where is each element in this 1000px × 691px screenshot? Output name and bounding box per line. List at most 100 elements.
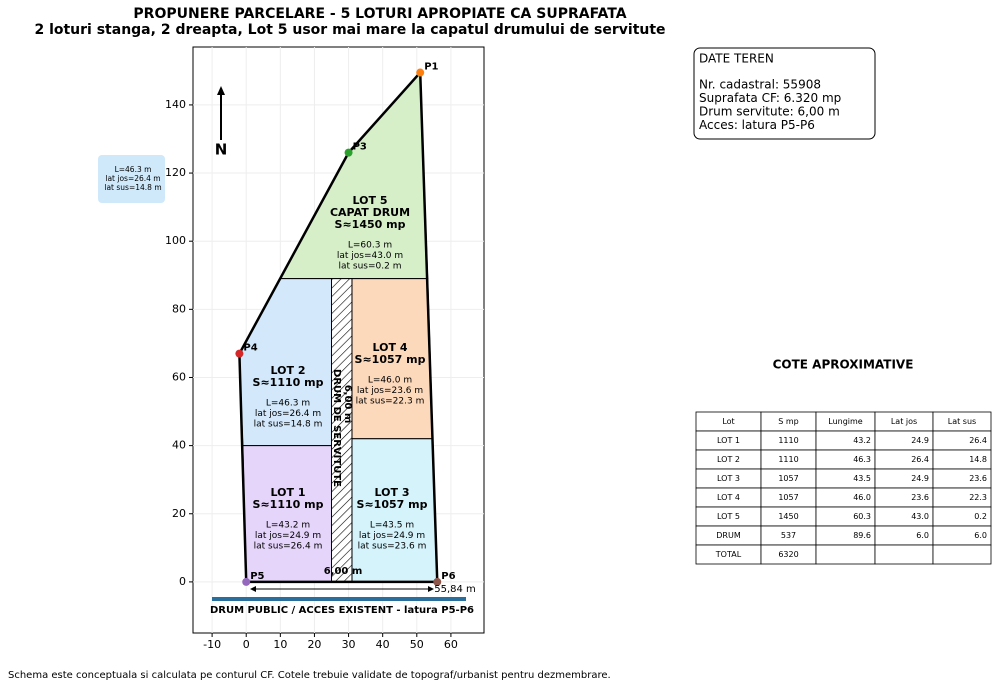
table-text: 26.4 (911, 455, 929, 464)
table-text: 1110 (778, 436, 798, 445)
floating-text: lat jos=26.4 m (105, 174, 160, 183)
road-width-bottom: 6,00 m (324, 566, 363, 577)
table-text: Lat sus (948, 417, 976, 426)
road-width: 6,00 m (342, 385, 353, 424)
lot-detail: lat sus=0.2 m (339, 262, 402, 272)
lot-label: CAPAT DRUM (330, 206, 410, 219)
table-text: LOT 4 (717, 493, 740, 502)
table-text: LOT 5 (717, 512, 740, 521)
table-text: Lat jos (891, 417, 917, 426)
table-text: 1450 (778, 512, 798, 521)
point (235, 349, 244, 358)
lot-label: LOT 5 (353, 194, 388, 207)
point (344, 148, 353, 157)
lot-detail: L=60.3 m (348, 241, 392, 251)
point-label: P3 (353, 142, 367, 153)
table-text: 60.3 (853, 512, 871, 521)
table-text: DRUM (716, 531, 741, 540)
y-tick-label: 120 (165, 166, 186, 179)
table-text: 89.6 (853, 531, 871, 540)
x-tick-label: 10 (273, 638, 287, 651)
table-title: COTE APROXIMATIVE (773, 358, 914, 372)
info-line: Acces: latura P5-P6 (699, 118, 815, 132)
table-cell (815, 544, 876, 565)
point (416, 68, 425, 77)
lot-label: LOT 4 (373, 341, 408, 354)
table-text: 43.0 (911, 512, 929, 521)
x-tick-label: 30 (342, 638, 356, 651)
info-line: Suprafata CF: 6.320 mp (699, 91, 841, 105)
lot-label: LOT 3 (375, 486, 410, 499)
lot-detail: L=46.0 m (368, 376, 412, 386)
lot-detail: lat sus=26.4 m (254, 542, 323, 552)
table-cell (874, 544, 934, 565)
x-tick-label: -10 (203, 638, 221, 651)
road-label: DRUM DE SERVITUTE (331, 369, 342, 487)
table-text: LOT 3 (717, 474, 740, 483)
public-road-label: DRUM PUBLIC / ACCES EXISTENT - latura P5… (210, 605, 474, 616)
lot-detail: L=43.2 m (266, 521, 310, 531)
table-text: Lot (722, 417, 734, 426)
floating-text: L=46.3 m (115, 165, 152, 174)
lot-detail: L=43.5 m (370, 521, 414, 531)
table-text: 1057 (778, 493, 798, 502)
table: Lot S mp Lungime Lat jos Lat sus LOT 1 1110 43.… (695, 411, 992, 565)
table-text: 1057 (778, 474, 798, 483)
lot-detail: lat sus=14.8 m (254, 420, 323, 430)
lot-detail: lat jos=24.9 m (255, 531, 321, 541)
table-text: 24.9 (911, 436, 929, 445)
info-title: DATE TEREN (699, 52, 774, 66)
table-text: 24.9 (911, 474, 929, 483)
table-text: 23.6 (969, 474, 987, 483)
table-text: 14.8 (969, 455, 987, 464)
table-cell (932, 544, 992, 565)
y-tick-label: 20 (172, 507, 186, 520)
x-tick-label: 0 (243, 638, 250, 651)
table-text: 43.2 (853, 436, 871, 445)
lot-label: LOT 1 (271, 486, 306, 499)
table-text: 46.3 (853, 455, 871, 464)
lot-label: S≈1057 mp (355, 353, 426, 366)
y-tick-label: 140 (165, 98, 186, 111)
lot-label: S≈1450 mp (335, 218, 406, 231)
frontage-label: 55,84 m (434, 584, 476, 595)
north-head (217, 86, 225, 95)
point (242, 577, 251, 586)
lot-detail: lat jos=26.4 m (255, 409, 321, 419)
lot-label: S≈1110 mp (253, 498, 324, 511)
x-tick-label: 40 (376, 638, 390, 651)
y-tick-label: 60 (172, 370, 186, 383)
table-text: 43.5 (853, 474, 871, 483)
info-line: Nr. cadastral: 55908 (699, 78, 821, 92)
table-text: 26.4 (969, 436, 987, 445)
north-label: N (215, 141, 228, 159)
point-label: P5 (250, 571, 264, 582)
table-text: 6.0 (916, 531, 929, 540)
point (433, 577, 442, 586)
floating-box (98, 155, 165, 203)
y-tick-label: 80 (172, 302, 186, 315)
lot-area (242, 445, 333, 583)
floating-text: lat sus=14.8 m (104, 183, 161, 192)
table-text: Lungime (828, 417, 863, 426)
point-label: P4 (243, 343, 257, 354)
table-text: TOTAL (715, 550, 742, 559)
table-text: LOT 2 (717, 455, 740, 464)
lot-detail: lat sus=23.6 m (358, 542, 427, 552)
x-tick-label: 60 (444, 638, 458, 651)
info-box (693, 47, 876, 140)
y-tick-label: 100 (165, 234, 186, 247)
lot-detail: L=46.3 m (266, 399, 310, 409)
table-text: 1110 (778, 455, 798, 464)
lot-label: S≈1057 mp (357, 498, 428, 511)
boundary (238, 69, 439, 584)
point-label: P1 (424, 62, 438, 73)
title: PROPUNERE PARCELARE - 5 LOTURI APROPIATE… (133, 6, 626, 22)
lot-detail: lat jos=23.6 m (357, 386, 423, 396)
table-text: 22.3 (969, 493, 987, 502)
x-tick-label: 20 (307, 638, 321, 651)
lot-detail: lat sus=22.3 m (356, 397, 425, 407)
table-text: 6320 (778, 550, 798, 559)
lot-label: S≈1110 mp (253, 376, 324, 389)
